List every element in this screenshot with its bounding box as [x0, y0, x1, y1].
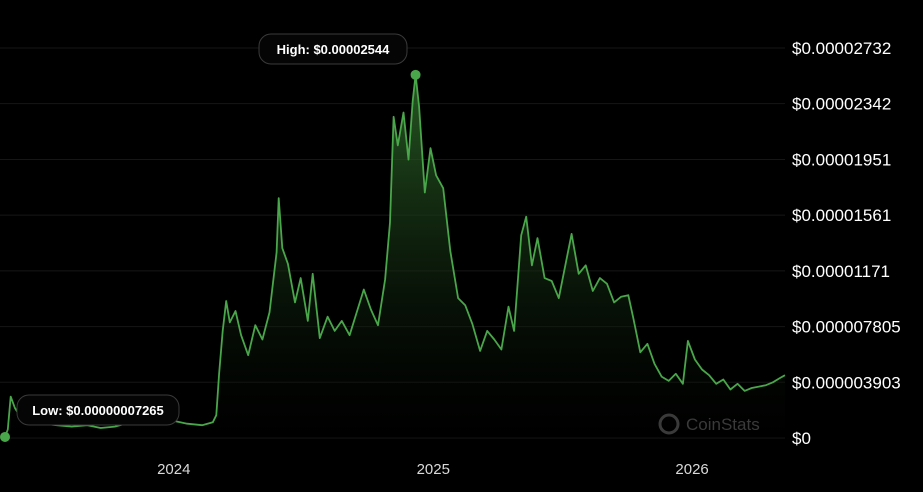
watermark-text: CoinStats	[686, 415, 760, 434]
y-tick-label: $0	[792, 429, 811, 448]
watermark: CoinStats	[658, 413, 760, 435]
y-tick-label: $0.00001561	[792, 206, 891, 225]
low-callout: Low: $0.00000007265	[16, 394, 180, 426]
coinstats-logo-icon	[658, 413, 680, 435]
high-callout-label: High: $0.00002544	[277, 42, 391, 57]
extreme-markers	[0, 69, 421, 442]
low-callout-box	[16, 394, 180, 426]
y-tick-label: $0.00001171	[792, 262, 890, 281]
price-area	[5, 74, 785, 439]
price-area-fill	[5, 74, 785, 439]
low-point-marker	[0, 431, 10, 442]
x-tick-label: 2026	[675, 461, 708, 478]
price-series-line	[4, 73, 786, 438]
x-tick-label: 2025	[417, 461, 450, 478]
high-point-marker	[410, 69, 421, 80]
y-tick-label: $0.000003903	[792, 373, 901, 392]
y-tick-label: $0.000007805	[792, 318, 901, 337]
low-callout-label: Low: $0.00000007265	[32, 403, 164, 418]
x-axis-ticks: 2024 2025 2026	[157, 461, 709, 478]
y-axis-ticks: $0.00002732 $0.00002342 $0.00001951 $0.0000…	[792, 39, 901, 448]
y-tick-label: $0.00002732	[792, 39, 891, 58]
high-callout-box	[258, 33, 408, 65]
x-tick-label: 2024	[157, 461, 190, 478]
y-tick-label: $0.00002342	[792, 95, 891, 114]
price-line	[4, 73, 786, 438]
high-callout: High: $0.00002544	[258, 33, 408, 65]
y-tick-label: $0.00001951	[792, 150, 891, 169]
